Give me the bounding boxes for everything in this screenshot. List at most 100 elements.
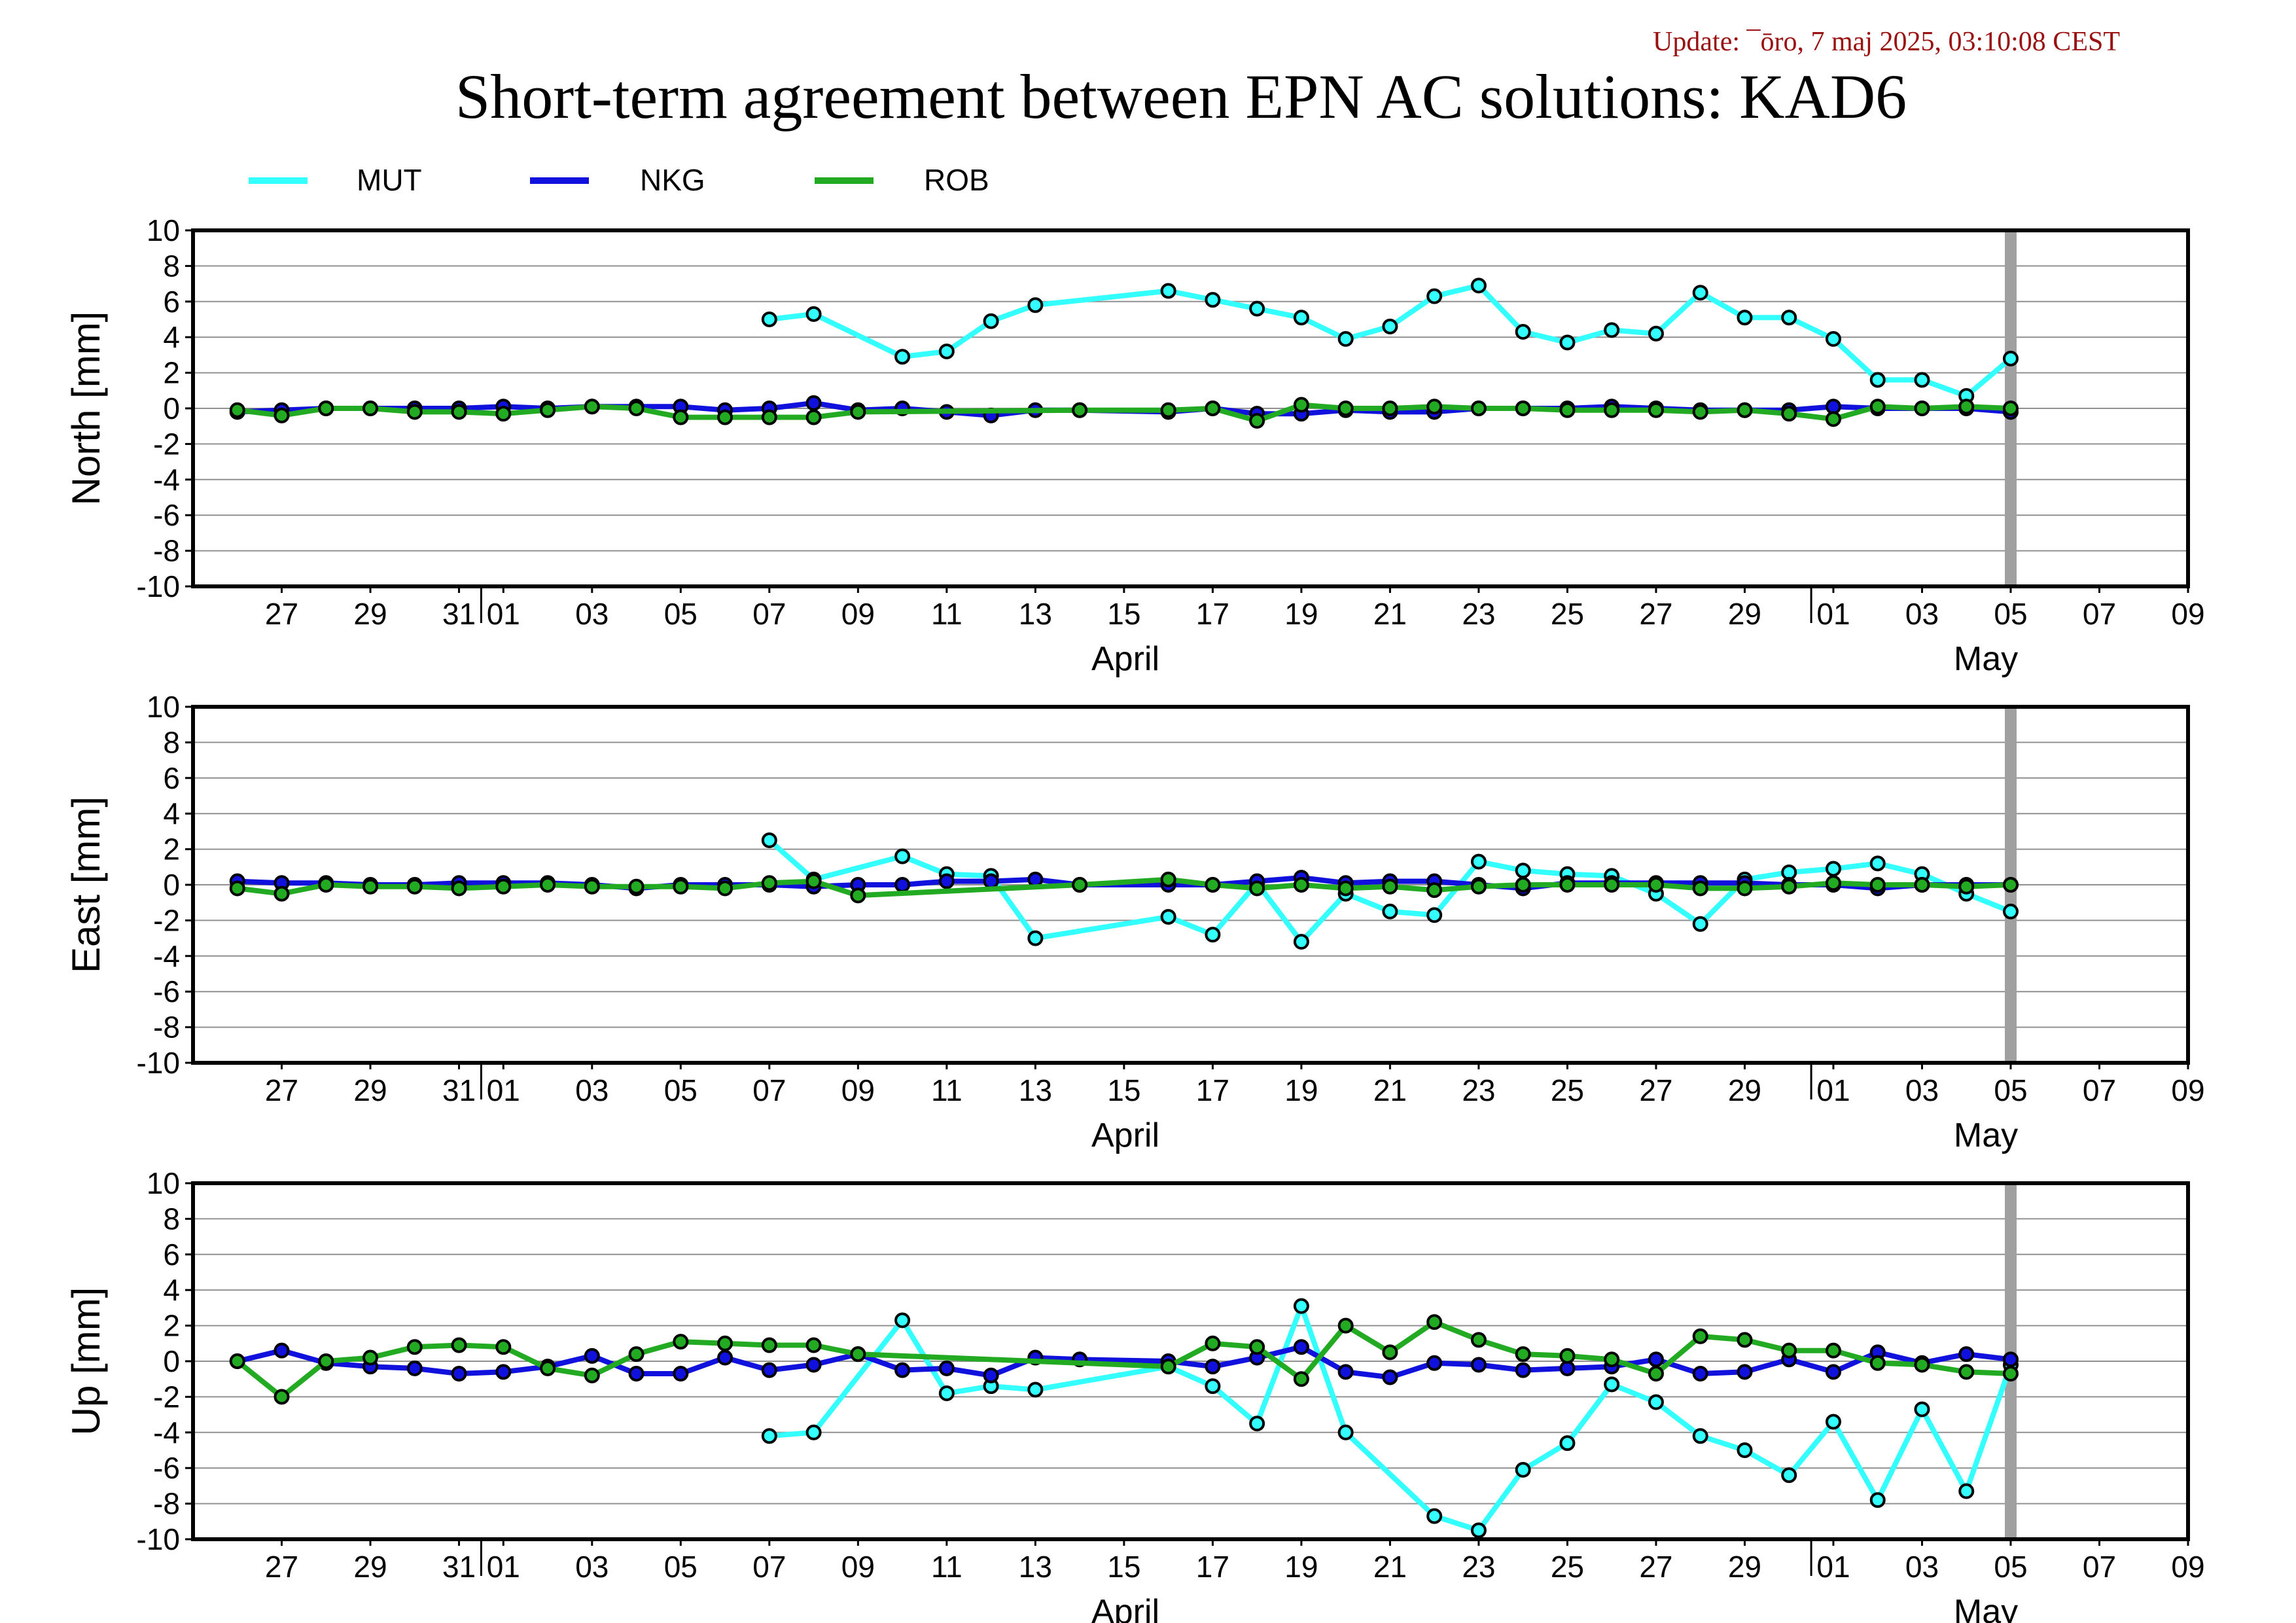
north-point-mut bbox=[894, 349, 911, 365]
legend: MUT NKG ROB bbox=[249, 163, 989, 197]
east-x-tick-label: 25 bbox=[1551, 1073, 1584, 1107]
east-point-rob bbox=[1515, 877, 1531, 893]
north-point-rob bbox=[1160, 402, 1176, 418]
north-point-rob bbox=[1825, 411, 1841, 427]
up-point-rob bbox=[850, 1346, 866, 1363]
up-point-nkg bbox=[1426, 1355, 1443, 1371]
up-series-line-nkg bbox=[236, 1344, 2011, 1380]
up-point-mut bbox=[1869, 1492, 1886, 1508]
up-y-tick-label: -6 bbox=[153, 1451, 180, 1485]
up-y-tick-label: -4 bbox=[153, 1416, 180, 1450]
east-y-tick-label: 4 bbox=[163, 796, 180, 830]
north-point-rob bbox=[274, 407, 290, 423]
up-y-tick-label: 4 bbox=[163, 1273, 180, 1307]
north-y-tick-label: 2 bbox=[163, 356, 180, 390]
up-point-mut bbox=[1515, 1461, 1531, 1478]
east-point-rob bbox=[274, 885, 290, 902]
east-point-rob bbox=[2002, 877, 2019, 893]
east-x-tick-label: 19 bbox=[1284, 1073, 1318, 1107]
up-y-tick-label: -2 bbox=[153, 1380, 180, 1414]
east-x-tick-label: 31 bbox=[442, 1073, 476, 1107]
north-point-mut bbox=[1160, 283, 1176, 299]
up-x-tick-label: 17 bbox=[1196, 1550, 1229, 1584]
up-point-mut bbox=[1692, 1428, 1708, 1444]
up-point-nkg bbox=[406, 1360, 423, 1376]
east-point-rob bbox=[1737, 880, 1753, 897]
east-x-tick-label: 07 bbox=[2083, 1073, 2116, 1107]
north-point-rob bbox=[451, 404, 467, 420]
east-point-rob bbox=[805, 873, 822, 889]
north-point-mut bbox=[761, 312, 777, 327]
east-point-rob bbox=[1382, 878, 1398, 895]
up-point-rob bbox=[1737, 1332, 1753, 1348]
up-point-nkg bbox=[983, 1367, 999, 1383]
north-point-mut bbox=[983, 313, 999, 329]
north-y-tick-label: -4 bbox=[153, 463, 180, 497]
north-point-nkg bbox=[805, 395, 822, 411]
east-point-rob bbox=[495, 878, 512, 895]
up-point-nkg bbox=[1692, 1366, 1708, 1382]
north-point-mut bbox=[1293, 310, 1309, 326]
east-plot-frame bbox=[191, 705, 2190, 1065]
east-point-nkg bbox=[983, 873, 999, 889]
east-point-rob bbox=[1072, 877, 1088, 893]
north-point-rob bbox=[1869, 399, 1886, 415]
up-point-rob bbox=[2002, 1366, 2019, 1382]
east-point-mut bbox=[1470, 853, 1487, 870]
east-x-tick-label: 13 bbox=[1019, 1073, 1052, 1107]
up-point-rob bbox=[628, 1346, 645, 1363]
up-point-mut bbox=[1825, 1414, 1841, 1430]
north-y-tick-label: -10 bbox=[137, 569, 180, 603]
up-point-mut bbox=[1914, 1401, 1930, 1418]
north-month-label: April bbox=[1091, 640, 1159, 678]
up-point-mut bbox=[1958, 1483, 1975, 1499]
up-y-tick-label: -10 bbox=[137, 1522, 180, 1556]
up-x-tick-label: 15 bbox=[1107, 1550, 1140, 1584]
north-x-tick-label: 11 bbox=[931, 597, 963, 631]
north-x-tick-label: 31 bbox=[442, 597, 476, 631]
north-x-tick-label: 21 bbox=[1373, 597, 1407, 631]
up-point-rob bbox=[495, 1339, 512, 1355]
east-y-tick-label: -8 bbox=[153, 1010, 180, 1044]
east-point-rob bbox=[1692, 880, 1708, 897]
up-point-nkg bbox=[1737, 1364, 1753, 1380]
north-x-tick-label: 23 bbox=[1462, 597, 1495, 631]
up-x-tick-label: 27 bbox=[265, 1550, 298, 1584]
up-point-nkg bbox=[2002, 1351, 2019, 1368]
north-point-mut bbox=[1692, 285, 1708, 301]
up-point-nkg bbox=[1382, 1369, 1398, 1385]
north-x-tick-label: 09 bbox=[2171, 597, 2204, 631]
up-point-rob bbox=[1869, 1355, 1886, 1371]
east-x-tick-label: 27 bbox=[1639, 1073, 1672, 1107]
east-y-tick-label: -4 bbox=[153, 939, 180, 973]
up-point-nkg bbox=[628, 1366, 645, 1382]
north-point-rob bbox=[1914, 401, 1930, 416]
north-point-mut bbox=[1027, 297, 1044, 313]
up-x-tick-label: 29 bbox=[353, 1550, 387, 1584]
north-x-tick-label: 13 bbox=[1019, 597, 1052, 631]
east-x-tick-label: 05 bbox=[1994, 1073, 2027, 1107]
up-x-tick-label: 09 bbox=[841, 1550, 875, 1584]
east-x-tick-label: 29 bbox=[353, 1073, 387, 1107]
north-point-mut bbox=[1914, 372, 1930, 388]
north-point-mut bbox=[1382, 318, 1398, 334]
north-point-mut bbox=[1205, 292, 1221, 308]
north-point-rob bbox=[1559, 402, 1576, 418]
east-y-tick-label: -10 bbox=[137, 1046, 180, 1080]
up-x-tick-label: 07 bbox=[2083, 1550, 2116, 1584]
north-point-rob bbox=[1470, 401, 1487, 416]
north-point-rob bbox=[1648, 402, 1664, 418]
north-point-rob bbox=[1293, 397, 1309, 413]
up-point-nkg bbox=[1293, 1339, 1309, 1355]
north-point-mut bbox=[1337, 330, 1354, 347]
up-point-rob bbox=[1205, 1335, 1221, 1351]
up-point-mut bbox=[1781, 1467, 1797, 1484]
north-y-tick-label: 8 bbox=[163, 249, 180, 283]
north-point-rob bbox=[761, 409, 777, 425]
up-x-tick-label: 01 bbox=[1816, 1550, 1850, 1584]
north-month-label: May bbox=[1954, 640, 2018, 678]
east-x-tick-label: 09 bbox=[841, 1073, 875, 1107]
north-x-tick-label: 07 bbox=[2083, 597, 2116, 631]
up-point-rob bbox=[1249, 1339, 1265, 1355]
